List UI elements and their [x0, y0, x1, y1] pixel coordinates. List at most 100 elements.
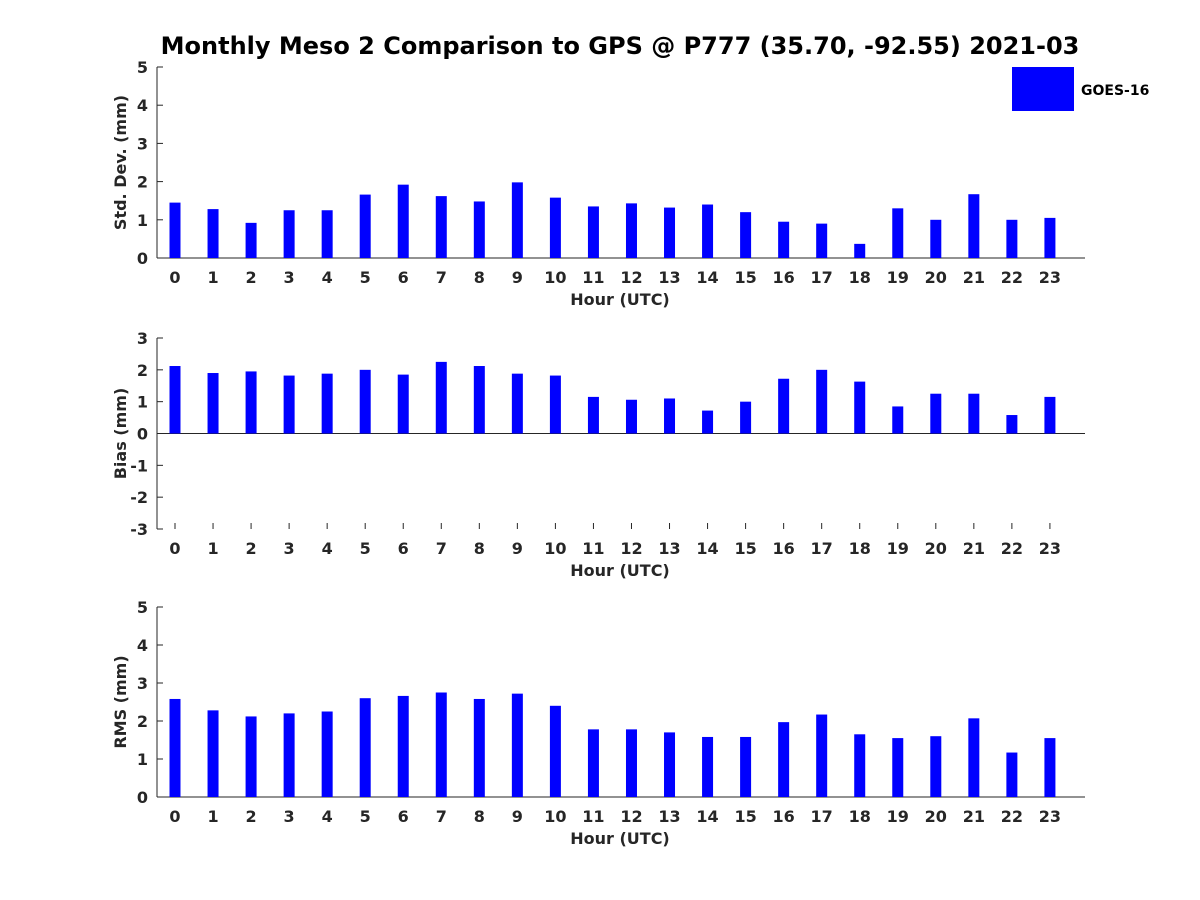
bar-std-hour-4 [321, 210, 333, 258]
x-tick-label: 22 [1001, 539, 1023, 558]
y-tick-label: 4 [137, 636, 148, 655]
x-tick-label: 16 [773, 807, 795, 826]
x-tick-label: 11 [582, 539, 604, 558]
bar-std-hour-1 [207, 209, 219, 258]
y-axis-label: RMS (mm) [111, 655, 130, 748]
bar-rms-hour-1 [207, 710, 219, 797]
x-tick-label: 14 [696, 268, 718, 287]
bar-bias-hour-15 [740, 401, 752, 434]
bar-std-hour-2 [245, 222, 257, 258]
bar-std-hour-23 [1044, 217, 1056, 258]
x-tick-label: 9 [512, 807, 523, 826]
x-tick-label: 21 [963, 268, 985, 287]
x-tick-label: 6 [398, 807, 409, 826]
bar-bias-hour-9 [511, 373, 523, 434]
x-tick-label: 0 [169, 539, 180, 558]
bar-std-hour-12 [625, 203, 637, 258]
bar-bias-hour-4 [321, 373, 333, 434]
bar-bias-hour-1 [207, 373, 219, 434]
y-tick-label: 0 [137, 425, 148, 444]
y-tick-label: 3 [137, 134, 148, 153]
x-tick-label: 0 [169, 268, 180, 287]
x-tick-label: 18 [849, 268, 871, 287]
bar-bias-hour-0 [169, 366, 181, 434]
x-tick-label: 17 [811, 268, 833, 287]
bar-bias-hour-14 [702, 410, 714, 434]
y-tick-label: 1 [137, 211, 148, 230]
y-tick-label: -1 [130, 456, 148, 475]
bar-bias-hour-23 [1044, 396, 1056, 434]
bar-rms-hour-8 [473, 698, 485, 797]
x-axis-label: Hour (UTC) [570, 290, 670, 309]
x-tick-label: 23 [1039, 539, 1061, 558]
y-tick-label: 3 [137, 674, 148, 693]
bar-std-hour-17 [816, 223, 828, 258]
bar-bias-hour-20 [930, 393, 942, 434]
y-tick-label: 5 [137, 58, 148, 77]
x-tick-label: 13 [658, 539, 680, 558]
x-tick-label: 13 [658, 807, 680, 826]
bar-bias-hour-17 [816, 369, 828, 434]
x-tick-label: 16 [773, 268, 795, 287]
y-tick-label: 3 [137, 329, 148, 348]
bar-rms-hour-16 [778, 722, 790, 797]
bar-bias-hour-16 [778, 378, 790, 434]
x-tick-label: 12 [620, 539, 642, 558]
x-tick-label: 5 [360, 807, 371, 826]
x-tick-label: 5 [360, 539, 371, 558]
bar-bias-hour-10 [549, 375, 561, 434]
bar-bias-hour-5 [359, 369, 371, 434]
bar-std-hour-10 [549, 197, 561, 258]
bar-rms-hour-13 [664, 732, 676, 797]
x-tick-label: 0 [169, 807, 180, 826]
y-tick-label: 1 [137, 750, 148, 769]
bar-bias-hour-7 [435, 361, 447, 434]
bar-bias-hour-2 [245, 371, 257, 434]
x-tick-label: 18 [849, 807, 871, 826]
bar-rms-hour-15 [740, 736, 752, 797]
x-tick-label: 2 [246, 268, 257, 287]
bar-rms-hour-2 [245, 716, 257, 797]
bar-bias-hour-8 [473, 366, 485, 434]
x-tick-label: 3 [284, 268, 295, 287]
x-tick-label: 3 [284, 539, 295, 558]
bar-rms-hour-23 [1044, 738, 1056, 797]
bar-std-hour-9 [511, 182, 523, 258]
bar-std-hour-7 [435, 196, 447, 258]
x-tick-label: 11 [582, 268, 604, 287]
bar-bias-hour-12 [625, 399, 637, 434]
x-tick-label: 9 [512, 539, 523, 558]
x-tick-label: 22 [1001, 268, 1023, 287]
bar-std-hour-11 [587, 206, 599, 258]
bar-bias-hour-19 [892, 406, 904, 434]
bar-rms-hour-3 [283, 713, 295, 797]
legend: GOES-16 [1012, 67, 1149, 111]
y-axis-label: Std. Dev. (mm) [111, 95, 130, 230]
x-tick-label: 7 [436, 268, 447, 287]
x-tick-label: 7 [436, 539, 447, 558]
bar-std-hour-0 [169, 202, 181, 258]
x-tick-label: 15 [734, 807, 756, 826]
x-tick-label: 15 [734, 268, 756, 287]
bar-std-hour-20 [930, 219, 942, 258]
x-tick-label: 4 [322, 268, 333, 287]
x-tick-label: 14 [696, 807, 718, 826]
x-tick-label: 2 [246, 539, 257, 558]
x-tick-label: 14 [696, 539, 718, 558]
y-tick-label: -3 [130, 520, 148, 539]
x-tick-label: 19 [887, 268, 909, 287]
x-tick-label: 20 [925, 539, 947, 558]
x-tick-label: 10 [544, 268, 566, 287]
legend-label: GOES-16 [1081, 83, 1149, 99]
x-tick-label: 6 [398, 539, 409, 558]
x-tick-label: 21 [963, 807, 985, 826]
x-tick-label: 1 [207, 268, 218, 287]
bar-bias-hour-3 [283, 375, 295, 434]
legend-swatch [1012, 67, 1074, 111]
bar-rms-hour-20 [930, 736, 942, 797]
x-tick-label: 21 [963, 539, 985, 558]
x-tick-label: 9 [512, 268, 523, 287]
x-tick-label: 4 [322, 807, 333, 826]
